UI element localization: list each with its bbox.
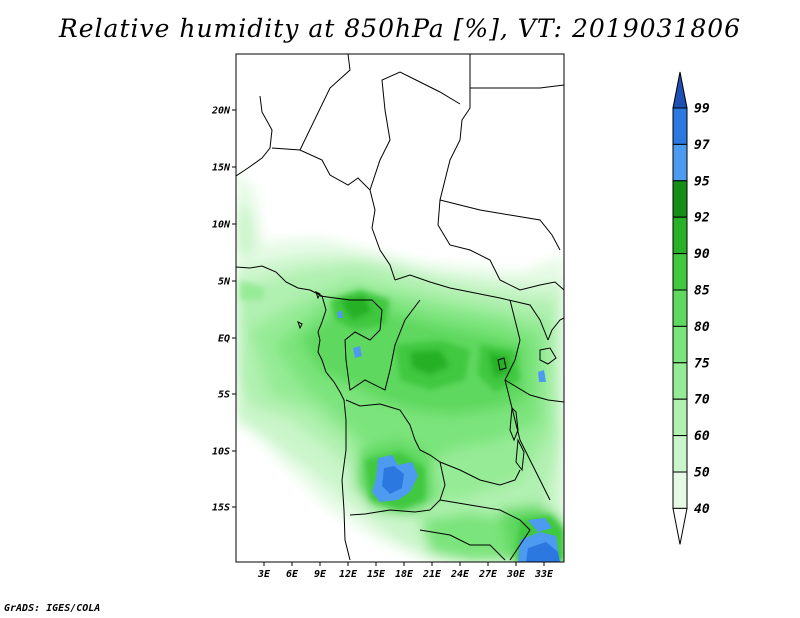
lon-tick-label: 15E — [367, 569, 386, 580]
map-frame — [235, 53, 565, 563]
humidity-field — [236, 54, 564, 562]
colorbar-segment — [672, 471, 688, 509]
colorbar-label: 99 — [694, 102, 710, 117]
colorbar-bottom-triangle — [672, 507, 688, 545]
lon-tick-label: 3E — [257, 569, 271, 580]
colorbar-top-triangle — [672, 71, 688, 109]
colorbar-segment — [672, 325, 688, 364]
colorbar: 40 50 60 70 75 80 85 90 92 95 97 99 — [672, 71, 710, 545]
colorbar-label: 90 — [694, 247, 710, 262]
lon-tick-label: 18E — [395, 569, 414, 580]
colorbar-segment — [672, 398, 688, 437]
colorbar-label: 60 — [694, 429, 710, 444]
colorbar-label: 40 — [694, 502, 710, 517]
colorbar-label: 75 — [694, 356, 710, 371]
lon-tick-label: 24E — [450, 569, 470, 580]
colorbar-label: 80 — [694, 320, 710, 335]
lon-tick-label: 33E — [534, 569, 554, 580]
credit-text: GrADS: IGES/COLA — [4, 603, 101, 614]
colorbar-segment — [672, 435, 688, 473]
saturated-patches — [337, 311, 560, 562]
lat-tick-label: 15S — [212, 503, 230, 514]
colorbar-label: 95 — [694, 174, 710, 189]
lat-tick-label: EQ — [218, 334, 230, 345]
lon-tick-label: 27E — [478, 569, 498, 580]
colorbar-label: 85 — [694, 284, 710, 299]
lon-tick-label: 9E — [314, 569, 327, 580]
lon-tick-label: 6E — [286, 569, 299, 580]
lat-tick-label: 5N — [218, 277, 231, 288]
colorbar-label: 92 — [694, 211, 710, 226]
lon-tick-label: 12E — [339, 569, 358, 580]
colorbar-segment — [672, 289, 688, 327]
lon-axis: 3E 6E 9E 12E 15E 18E 21E 24E 27E 30E 33E — [257, 562, 554, 580]
colorbar-label: 50 — [694, 466, 710, 481]
lat-tick-label: 10S — [212, 447, 230, 458]
lon-tick-label: 30E — [506, 569, 526, 580]
colorbar-segment — [672, 253, 688, 291]
colorbar-segment — [672, 143, 688, 182]
lat-axis: 20N 15N 10N 5N EQ 5S 10S 15S — [211, 106, 236, 514]
lat-tick-label: 20N — [211, 106, 231, 117]
colorbar-segment — [672, 107, 688, 145]
political-borders — [236, 54, 564, 561]
colorbar-segment — [672, 216, 688, 255]
lat-tick-label: 10N — [212, 220, 231, 231]
colorbar-segment — [672, 180, 688, 218]
lat-tick-label: 15N — [212, 163, 231, 174]
colorbar-label: 97 — [694, 138, 710, 153]
map-title: Relative humidity at 850hPa [%], VT: 201… — [58, 14, 742, 43]
lon-tick-label: 21E — [422, 569, 442, 580]
colorbar-segment — [672, 362, 688, 400]
lat-tick-label: 5S — [218, 390, 230, 401]
colorbar-label: 70 — [694, 393, 710, 408]
